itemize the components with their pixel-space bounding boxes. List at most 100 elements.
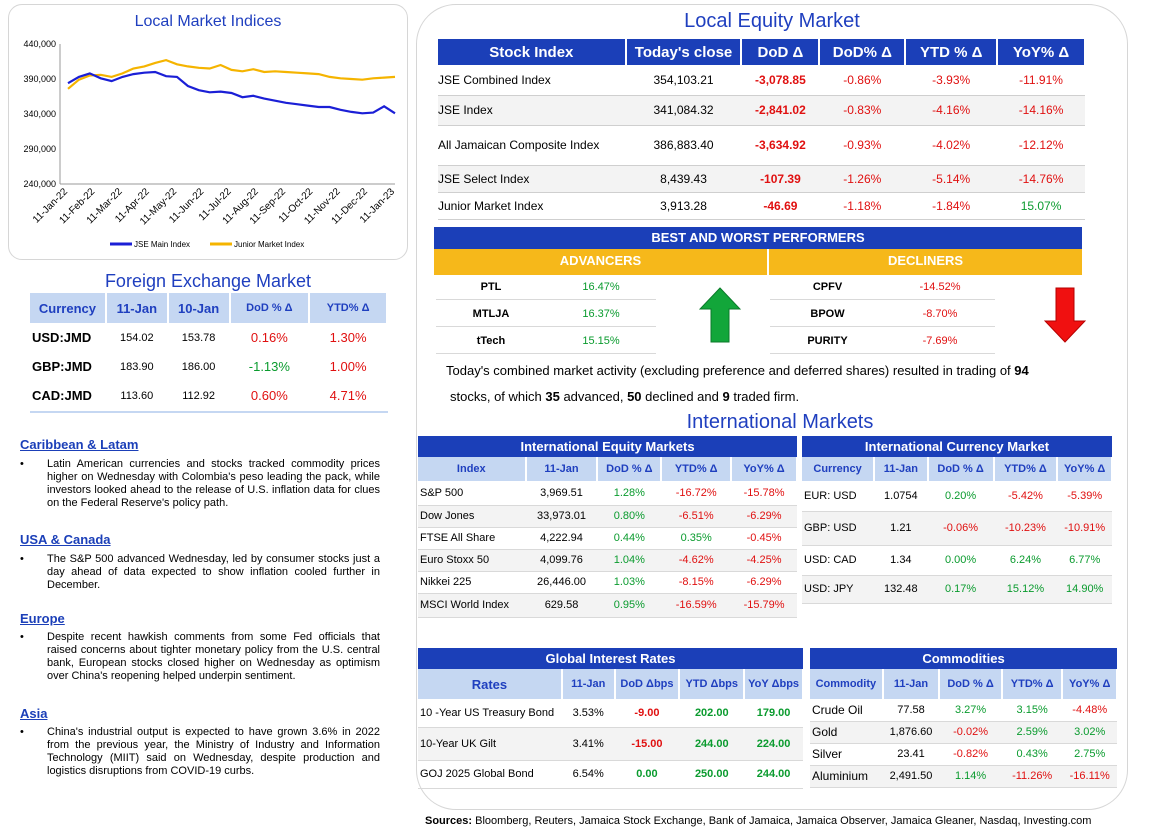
table-row: EUR: USD 1.0754 0.20% -5.42% -5.39% bbox=[802, 481, 1112, 512]
equity-row: JSE Combined Index 354,103.21 -3,078.85 -0.… bbox=[438, 65, 1085, 96]
news-text: China's industrial output is expected to… bbox=[47, 726, 380, 777]
table-title: Commodities bbox=[810, 648, 1117, 669]
row-label: FTSE All Share bbox=[418, 527, 526, 550]
bullet-icon: • bbox=[20, 458, 24, 470]
table-row: Nikkei 225 26,446.00 1.03% -8.15% -6.29% bbox=[418, 571, 797, 594]
table-row: 10 -Year US Treasury Bond 3.53% -9.00 202.0… bbox=[418, 699, 803, 728]
table-title-row: International Currency Market bbox=[802, 436, 1112, 457]
row-yoy: -10.91% bbox=[1057, 511, 1112, 546]
y-tick-label: 240,000 bbox=[23, 179, 56, 189]
row-dod: 0.95% bbox=[597, 593, 662, 618]
equity-index-name: JSE Index bbox=[438, 95, 626, 126]
equity-dod-pct: -0.93% bbox=[819, 125, 906, 166]
row-value: 132.48 bbox=[874, 575, 928, 604]
intl-currency-table: International Currency Market Currency 11-… bbox=[802, 436, 1113, 604]
down-arrow-icon bbox=[1044, 287, 1086, 343]
fx-header-cell: Currency bbox=[30, 293, 107, 323]
row-value: 4,222.94 bbox=[525, 527, 598, 550]
table-header-cell: 11-Jan bbox=[882, 669, 941, 699]
row-label: Euro Stoxx 50 bbox=[418, 549, 526, 572]
row-label: USD: JPY bbox=[802, 575, 875, 604]
row-value: 26,446.00 bbox=[525, 571, 598, 594]
news-paragraph: • Latin American currencies and stocks tr… bbox=[20, 458, 380, 510]
equity-ytd: -4.02% bbox=[905, 125, 998, 166]
table-title: International Currency Market bbox=[802, 436, 1112, 457]
row-ytd: -11.26% bbox=[1001, 765, 1063, 788]
row-ytd: 244.00 bbox=[679, 727, 745, 761]
fx-currency: GBP:JMD bbox=[32, 359, 92, 374]
equity-yoy: -11.91% bbox=[997, 65, 1085, 96]
news-heading: Asia bbox=[20, 706, 48, 721]
fx-row: CAD:JMD 113.60 112.92 0.60% 4.71% bbox=[30, 381, 387, 410]
table-header-cell: DoD Δbps bbox=[614, 669, 681, 699]
bullet-icon: • bbox=[20, 726, 24, 738]
row-yoy: -15.78% bbox=[731, 481, 797, 506]
row-dod: 0.17% bbox=[927, 575, 994, 604]
table-row: S&P 500 3,969.51 1.28% -16.72% -15.78% bbox=[418, 481, 797, 506]
equity-ytd: -3.93% bbox=[905, 65, 998, 96]
row-yoy: -6.29% bbox=[731, 571, 797, 594]
equity-index-name: JSE Select Index bbox=[438, 165, 626, 193]
performers-title: BEST AND WORST PERFORMERS bbox=[434, 227, 1082, 249]
fx-table-wrap: Currency 11-Jan 10-Jan DoD % Δ YTD% Δ USD:JMD… bbox=[30, 293, 388, 413]
row-ytd: 202.00 bbox=[679, 699, 745, 728]
row-label: GBP: USD bbox=[802, 511, 875, 546]
fx-rate-today: 113.60 bbox=[120, 389, 154, 402]
table-row: Euro Stoxx 50 4,099.76 1.04% -4.62% -4.25% bbox=[418, 549, 797, 572]
table-header-cell: YTD Δbps bbox=[679, 669, 746, 699]
row-dod: -9.00 bbox=[614, 699, 680, 728]
row-value: 3.53% bbox=[561, 699, 615, 728]
decliners-label: DECLINERS bbox=[769, 249, 1082, 275]
table-header-row: Commodity 11-Jan DoD % Δ YTD% Δ YoY% Δ bbox=[810, 669, 1118, 699]
table-title-row: International Equity Markets bbox=[418, 436, 797, 457]
table-header-cell: YTD% Δ bbox=[661, 457, 733, 481]
row-ytd: 3.15% bbox=[1001, 699, 1063, 722]
y-tick-label: 390,000 bbox=[23, 74, 56, 84]
table-header-cell: 11-Jan bbox=[561, 669, 616, 699]
decliner-name: CPFV bbox=[770, 275, 885, 300]
y-tick-label: 340,000 bbox=[23, 109, 56, 119]
row-value: 77.58 bbox=[882, 699, 940, 722]
table-header-cell: YoY% Δ bbox=[731, 457, 798, 481]
table-header-cell: YTD% Δ bbox=[1001, 669, 1064, 699]
row-dod: 0.20% bbox=[927, 481, 994, 512]
decliner-value: -7.69% bbox=[885, 329, 995, 354]
equity-dod: -46.69 bbox=[741, 192, 820, 220]
row-yoy: -0.45% bbox=[731, 527, 797, 550]
fx-rate-today: 183.90 bbox=[119, 360, 154, 373]
row-value: 23.41 bbox=[882, 743, 940, 766]
table-header-cell: 11-Jan bbox=[874, 457, 929, 481]
row-dod: 0.00% bbox=[927, 545, 994, 576]
decliner-name: PURITY bbox=[770, 329, 885, 354]
row-yoy: 2.75% bbox=[1062, 743, 1117, 766]
activity-line-2: stocks, of which 35 advanced, 50 decline… bbox=[450, 389, 800, 404]
equity-close: 386,883.40 bbox=[625, 125, 742, 166]
fx-table: Currency 11-Jan 10-Jan DoD % Δ YTD% Δ USD:JMD… bbox=[30, 293, 388, 410]
equity-yoy: -14.76% bbox=[997, 165, 1085, 193]
table-header-cell: DoD % Δ bbox=[939, 669, 1003, 699]
news-paragraph: • The S&P 500 advanced Wednesday, led by … bbox=[20, 553, 380, 592]
fx-dod: -1.13% bbox=[248, 359, 290, 374]
row-dod: 0.00 bbox=[614, 760, 680, 789]
legend-label: Junior Market Index bbox=[234, 240, 304, 249]
table-header-cell: Currency bbox=[802, 457, 876, 481]
activity-text: Today's combined market activity (exclud… bbox=[446, 358, 1096, 410]
row-ytd: -8.15% bbox=[661, 571, 732, 594]
equity-row: Junior Market Index 3,913.28 -46.69 -1.18% -… bbox=[438, 192, 1085, 220]
row-dod: 0.80% bbox=[597, 505, 662, 528]
row-yoy: 224.00 bbox=[744, 727, 803, 761]
row-yoy: 6.77% bbox=[1057, 545, 1112, 576]
table-row: Gold 1,876.60 -0.02% 2.59% 3.02% bbox=[810, 721, 1117, 744]
row-value: 1.0754 bbox=[874, 481, 928, 512]
table-header-row: Index 11-Jan DoD % Δ YTD% Δ YoY% Δ bbox=[418, 457, 798, 481]
row-dod: 3.27% bbox=[939, 699, 1002, 722]
news-text: The S&P 500 advanced Wednesday, led by c… bbox=[47, 553, 380, 591]
row-ytd: -10.23% bbox=[993, 511, 1058, 546]
row-yoy: 244.00 bbox=[744, 760, 803, 789]
table-title: International Equity Markets bbox=[418, 436, 797, 457]
series-line-jse-main-index bbox=[67, 70, 396, 115]
row-dod: -0.02% bbox=[939, 721, 1002, 744]
chart-title: Local Market Indices bbox=[134, 13, 282, 30]
equity-header-cell: Today's close bbox=[625, 39, 743, 65]
